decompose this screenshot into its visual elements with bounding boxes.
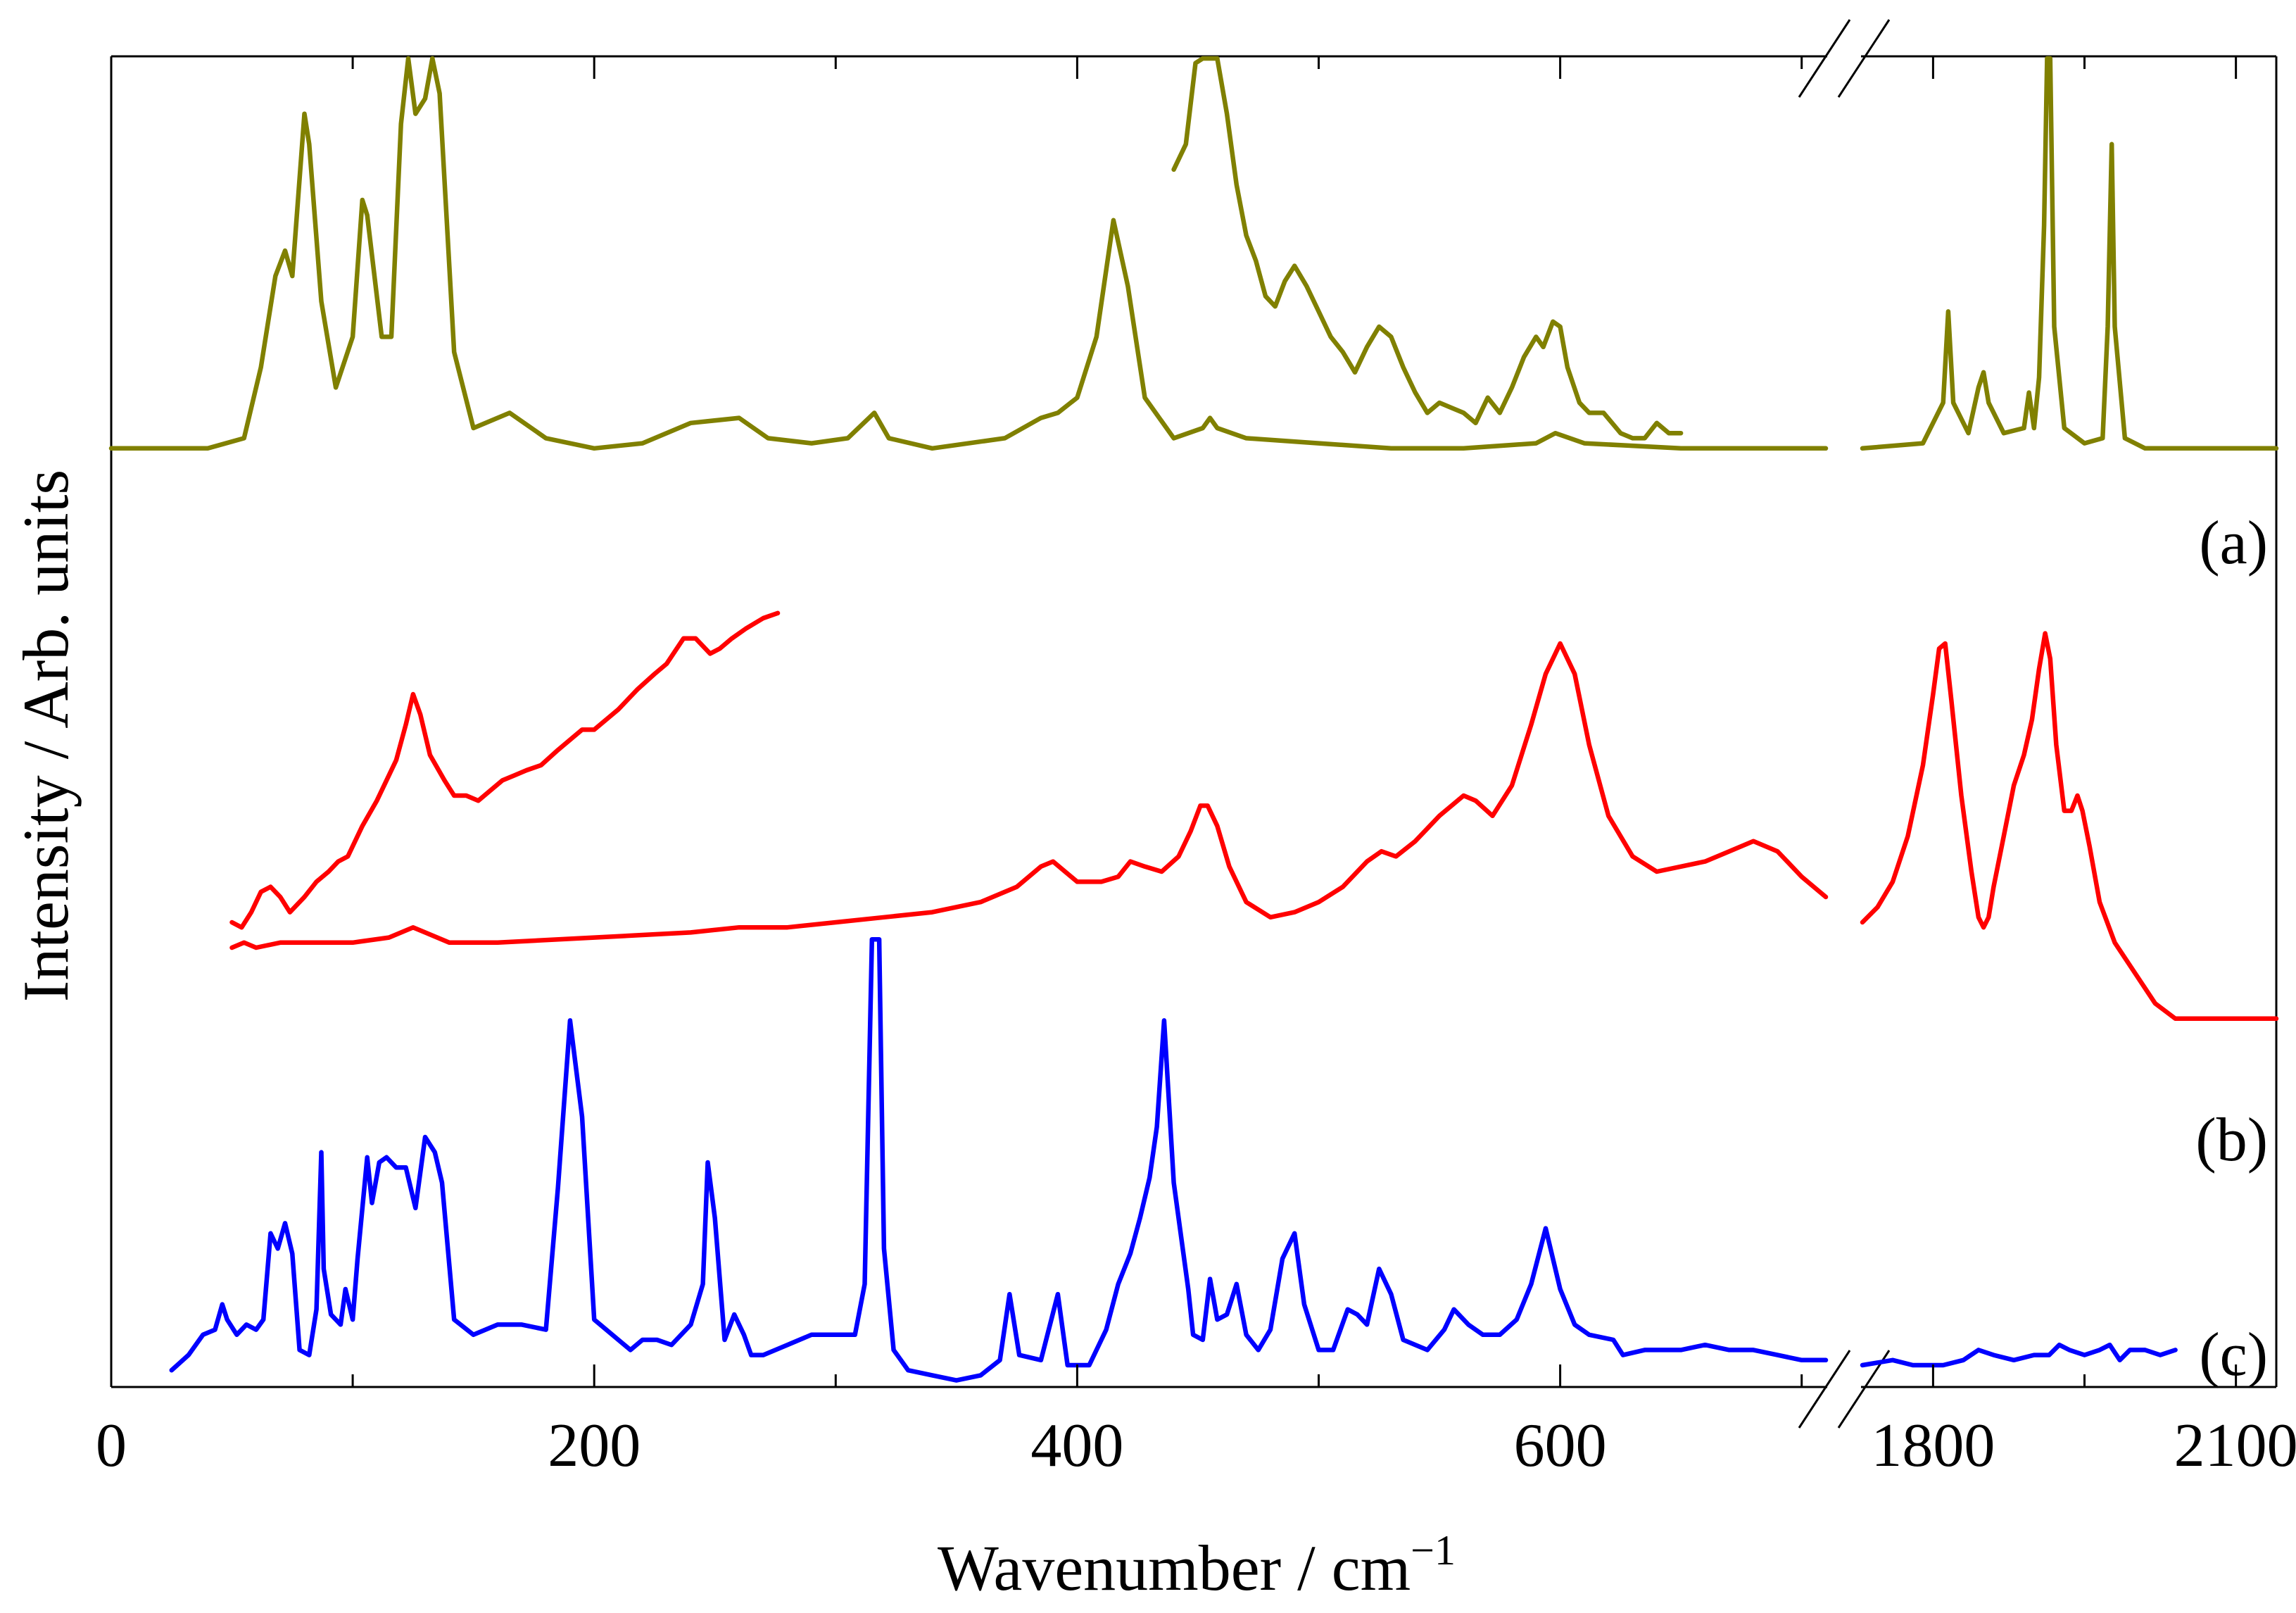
tick-layer: 0 200 400 600 1800 2100 xyxy=(96,56,2296,1480)
series-layer xyxy=(108,56,2279,1383)
spectrum-a-segment-1 xyxy=(1171,56,1684,441)
spectrum-a-segment-2 xyxy=(1860,56,2279,451)
axis-break-slash-top-2 xyxy=(1837,19,1891,98)
axis-break-gap-bottom xyxy=(1827,1377,1861,1397)
x-axis-title-superscript: −1 xyxy=(1411,1527,1456,1574)
spectrum-c-segment-0 xyxy=(169,936,1829,1383)
spectrum-b-segment-2 xyxy=(1860,631,2279,1022)
series-label-a: (a) xyxy=(2199,509,2268,577)
spectrum-c-segment-1 xyxy=(1860,1342,2178,1368)
x-tick-label-200: 200 xyxy=(548,1412,641,1480)
x-tick-label-1800: 1800 xyxy=(1871,1412,1995,1480)
series-label-b: (b) xyxy=(2195,1106,2268,1174)
x-tick-label-600: 600 xyxy=(1514,1412,1607,1480)
x-tick-label-400: 400 xyxy=(1030,1412,1123,1480)
y-axis-title: Intensity / Arb. units xyxy=(10,470,82,1002)
series-label-c: (c) xyxy=(2199,1321,2268,1389)
x-tick-label-0: 0 xyxy=(96,1412,127,1480)
x-tick-label-2100: 2100 xyxy=(2174,1412,2296,1480)
x-axis-title-main: Wavenumber / cm xyxy=(938,1532,1411,1604)
axis-break-slash-bottom-1 xyxy=(1798,1350,1851,1429)
axis-break-slash-top-1 xyxy=(1798,19,1851,98)
spectrum-a-segment-0 xyxy=(108,56,1829,451)
x-axis-title: Wavenumber / cm−1 xyxy=(938,1527,1456,1604)
spectrum-b-segment-1 xyxy=(229,610,781,930)
spectrum-b-segment-0 xyxy=(229,641,1829,950)
axis-break-gap-top xyxy=(1827,46,1861,66)
